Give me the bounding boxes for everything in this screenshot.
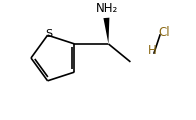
Text: S: S: [45, 29, 52, 39]
Polygon shape: [103, 18, 109, 44]
Text: H: H: [148, 44, 156, 57]
Text: NH₂: NH₂: [96, 2, 119, 15]
Text: Cl: Cl: [158, 26, 170, 39]
